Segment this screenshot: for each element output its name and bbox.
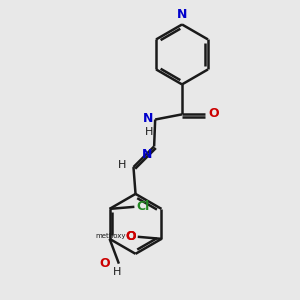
- Text: O: O: [125, 230, 136, 243]
- Text: methoxy: methoxy: [96, 233, 126, 239]
- Text: Cl: Cl: [136, 200, 150, 213]
- Text: N: N: [177, 8, 187, 21]
- Text: O: O: [208, 107, 219, 120]
- Text: H: H: [113, 267, 122, 277]
- Text: O: O: [99, 257, 110, 270]
- Text: N: N: [143, 112, 153, 125]
- Text: H: H: [145, 127, 153, 137]
- Text: O: O: [125, 230, 136, 243]
- Text: H: H: [118, 160, 126, 170]
- Text: N: N: [142, 148, 152, 161]
